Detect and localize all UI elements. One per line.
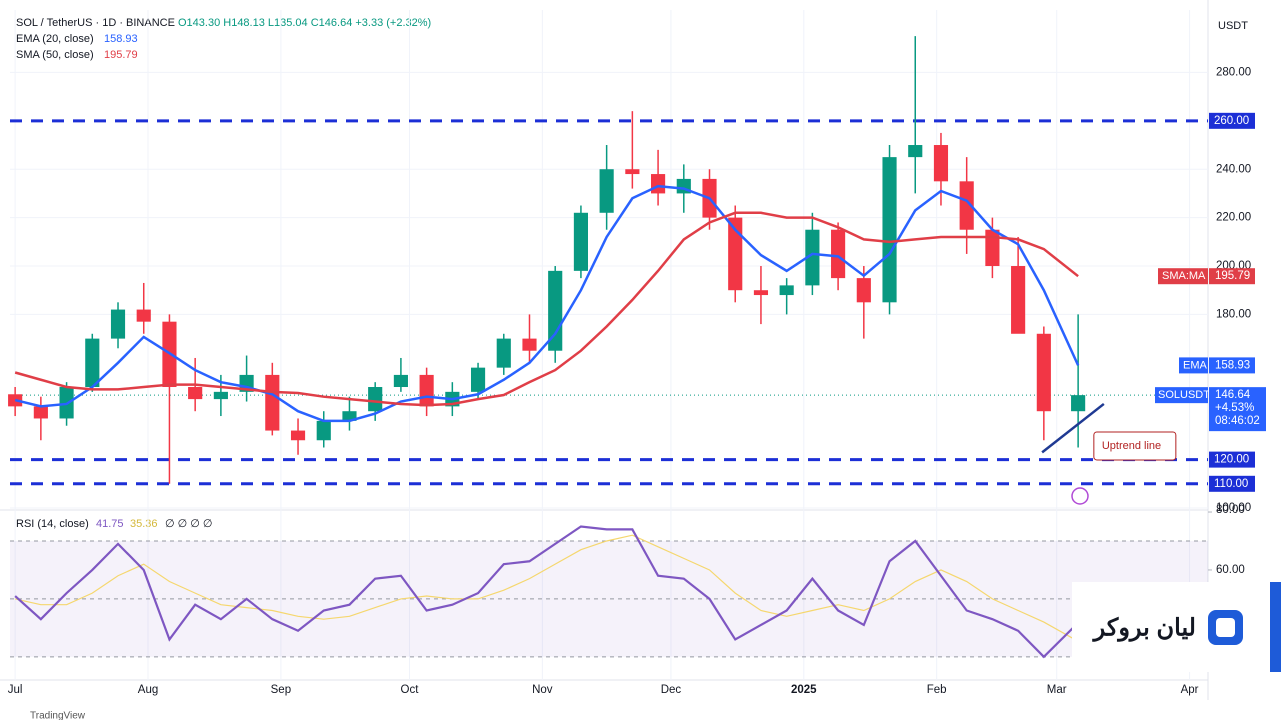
legend-rsi: RSI (14, close): [16, 518, 89, 530]
x-tick-label: Dec: [661, 684, 682, 696]
candle-body: [1071, 395, 1086, 412]
chart-title: SOL / TetherUS · 1D · BINANCE: [16, 17, 175, 29]
candle-body: [831, 229, 846, 279]
legend-sma-value: 195.79: [104, 49, 138, 61]
candle-body: [882, 157, 897, 303]
candle-body: [856, 278, 871, 303]
candle-body: [290, 430, 306, 441]
candle-body: [959, 181, 974, 230]
trendline: [1041, 402, 1105, 454]
price-countdown: 08:46:02: [1215, 415, 1260, 427]
annotation-box: [1093, 431, 1177, 461]
x-tick-label: Mar: [1047, 684, 1067, 696]
x-tick-label: Jul: [8, 684, 23, 696]
candle-body: [393, 374, 408, 388]
legend-sma: SMA (50, close): [16, 49, 94, 61]
legend-rsi-extra: ∅ ∅ ∅ ∅: [165, 518, 213, 530]
badge-value: 158.93: [1215, 359, 1250, 371]
price-badge-name: SOLUSDT: [1158, 389, 1210, 401]
currency: USDT: [1218, 20, 1248, 32]
candle-body: [419, 374, 434, 407]
rsi-ma-line: [15, 534, 1079, 642]
candle-body: [985, 229, 1000, 267]
rsi-tick-label: 60.00: [1216, 564, 1245, 576]
candle-body: [599, 169, 614, 213]
legend-ema: EMA (20, close): [16, 33, 94, 45]
candle-body: [265, 374, 280, 431]
legend-rsi-value: 41.75: [96, 518, 124, 530]
y-tick-label: 180.00: [1216, 308, 1251, 320]
x-tick-label: Feb: [927, 684, 947, 696]
level-badge: [1209, 475, 1255, 492]
candle-body: [213, 391, 228, 400]
candle-body: [33, 406, 48, 419]
candle-body: [368, 387, 383, 412]
badge-name: EMA: [1183, 359, 1208, 371]
x-tick-label: Oct: [401, 684, 420, 696]
candle-body: [779, 285, 794, 296]
x-tick-label: Sep: [271, 684, 291, 696]
candle-body: [805, 229, 820, 286]
x-tick-label: Aug: [138, 684, 158, 696]
candle-body: [188, 387, 203, 400]
y-tick-label: 280.00: [1216, 66, 1251, 78]
candle-body: [753, 290, 769, 296]
candle-body: [651, 174, 666, 194]
ma-line: [14, 211, 1079, 407]
candle-body: [933, 145, 949, 182]
footer: TradingView: [30, 711, 86, 720]
candle-body: [728, 217, 743, 291]
badge: [1209, 357, 1255, 374]
level-badge: [1209, 112, 1255, 129]
legend-rsi-ma: 35.36: [130, 518, 158, 530]
candle-body: [1011, 266, 1026, 334]
x-tick-label: Nov: [532, 684, 553, 696]
y-tick-label: 220.00: [1216, 212, 1251, 224]
level-label: 120.00: [1214, 454, 1249, 466]
ma-line: [14, 184, 1080, 423]
y-tick-label: 240.00: [1216, 163, 1251, 175]
legend-ema-value: 158.93: [104, 33, 138, 45]
annotation: Uptrend line: [1102, 440, 1161, 452]
watermark-text: لیان بروکر: [1092, 614, 1196, 642]
badge-value: 195.79: [1215, 270, 1250, 282]
logo-icon-inner: [1216, 618, 1235, 637]
price-value: 146.64: [1215, 389, 1251, 401]
ohlc: O143.30 H148.13 L135.04 C146.64 +3.33 (+…: [178, 17, 431, 29]
candle-body: [342, 411, 357, 421]
y-tick-label: 100.00: [1216, 502, 1251, 514]
badge: [1158, 268, 1208, 285]
candle-body: [625, 169, 640, 175]
rsi-tick-label: 80.00: [1216, 504, 1245, 516]
x-tick-label: 2025: [791, 684, 817, 696]
price-change: +4.53%: [1215, 402, 1254, 414]
candle-body: [548, 270, 563, 351]
candle-body: [522, 338, 537, 351]
badge: [1209, 268, 1255, 285]
candle-body: [496, 338, 511, 368]
watermark-bar: [1270, 582, 1281, 672]
level-badge: [1209, 451, 1255, 468]
badge-name: SMA:MA: [1162, 270, 1206, 282]
candle-body: [470, 367, 486, 392]
candle-body: [85, 338, 100, 388]
level-label: 110.00: [1214, 478, 1248, 490]
level-label: 260.00: [1214, 115, 1249, 127]
x-tick-label: Apr: [1181, 684, 1199, 696]
candle-body: [316, 420, 331, 441]
candle-body: [573, 212, 588, 271]
rsi-line: [14, 525, 1079, 659]
alert-icon: [1071, 487, 1089, 505]
rsi-band: [10, 540, 1208, 657]
candle-body: [110, 309, 126, 339]
price-badge: [1209, 387, 1266, 432]
candle-body: [1036, 333, 1051, 412]
candle-body: [136, 309, 151, 322]
price-badge: [1155, 387, 1208, 404]
candle-body: [908, 145, 923, 158]
badge: [1179, 357, 1208, 374]
watermark: لیان بروکر: [1072, 582, 1281, 672]
